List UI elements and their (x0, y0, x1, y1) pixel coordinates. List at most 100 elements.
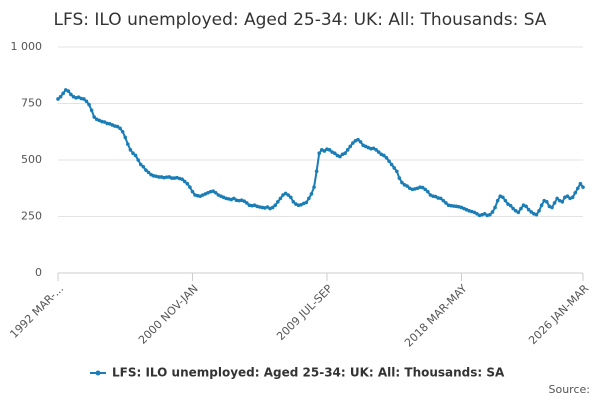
point (232, 196, 236, 201)
point (164, 175, 169, 179)
x-tick-label: 2009 JUL-SEP (274, 282, 335, 343)
point (332, 151, 337, 156)
point (565, 194, 570, 198)
point (144, 168, 148, 172)
point (338, 154, 342, 159)
point (128, 148, 133, 152)
point (524, 204, 528, 209)
point (534, 212, 539, 217)
point (84, 99, 89, 104)
point (376, 150, 381, 154)
point (482, 211, 487, 216)
point (537, 209, 541, 213)
point (82, 97, 86, 101)
point (426, 189, 430, 194)
x-tick-label: 2026 JAN-MAR (526, 282, 591, 347)
point (384, 155, 389, 160)
point (56, 97, 60, 101)
point (539, 203, 544, 207)
point (358, 140, 363, 144)
point (123, 135, 128, 140)
point (371, 146, 376, 151)
point (270, 205, 275, 210)
point (392, 166, 397, 170)
point (307, 196, 311, 201)
point (444, 201, 448, 205)
point (89, 108, 94, 113)
chart-title: LFS: ILO unemployed: Aged 25-34: UK: All… (54, 10, 547, 30)
legend-marker (95, 370, 101, 376)
point (244, 201, 249, 205)
point (309, 192, 314, 196)
y-tick-label: 0 (35, 266, 42, 279)
point (503, 198, 508, 203)
point (511, 206, 515, 211)
point (304, 200, 309, 205)
point (58, 94, 63, 99)
point (488, 212, 492, 217)
point (356, 137, 360, 142)
point (138, 162, 143, 167)
point (382, 153, 386, 158)
point (343, 151, 347, 156)
point (211, 189, 215, 193)
point (405, 184, 409, 188)
point (394, 169, 399, 174)
point (182, 179, 187, 184)
point (552, 201, 557, 205)
point (560, 200, 565, 204)
legend-label: LFS: ILO unemployed: Aged 25-34: UK: All… (112, 366, 505, 380)
point (351, 141, 355, 145)
point (157, 175, 161, 179)
point (516, 210, 521, 215)
point (508, 203, 513, 208)
point (322, 149, 327, 153)
point (555, 196, 559, 201)
point (281, 193, 285, 197)
y-tick-label: 750 (21, 97, 42, 110)
point (115, 124, 120, 129)
point (126, 142, 130, 146)
x-tick-label: 1992 MAR-... (7, 282, 66, 341)
point (387, 159, 391, 163)
point (92, 115, 97, 119)
x-tick-label: 2018 MAR-MAY (402, 282, 470, 350)
point (278, 196, 283, 201)
point (265, 205, 270, 209)
point (420, 185, 425, 190)
point (345, 148, 350, 152)
point (526, 207, 531, 212)
point (141, 164, 146, 169)
point (133, 153, 138, 158)
point (506, 202, 510, 206)
point (519, 206, 523, 211)
point (570, 195, 575, 200)
point (501, 195, 505, 200)
point (69, 92, 73, 97)
point (190, 189, 195, 194)
point (544, 200, 549, 204)
point (312, 185, 316, 189)
y-tick-label: 250 (21, 210, 42, 223)
point (578, 181, 583, 186)
point (213, 190, 218, 195)
point (576, 186, 580, 191)
point (374, 148, 378, 152)
point (400, 180, 404, 185)
point (475, 211, 479, 216)
point (291, 200, 296, 204)
point (61, 91, 65, 96)
y-tick-label: 500 (21, 153, 42, 166)
point (146, 170, 151, 175)
point (493, 205, 497, 210)
y-tick-label: 1 000 (11, 40, 43, 53)
point (87, 102, 91, 107)
point (169, 176, 174, 180)
point (529, 210, 534, 214)
point (513, 209, 518, 213)
source: Source: (549, 383, 591, 396)
point (490, 210, 495, 214)
point (118, 126, 122, 131)
point (136, 158, 140, 162)
